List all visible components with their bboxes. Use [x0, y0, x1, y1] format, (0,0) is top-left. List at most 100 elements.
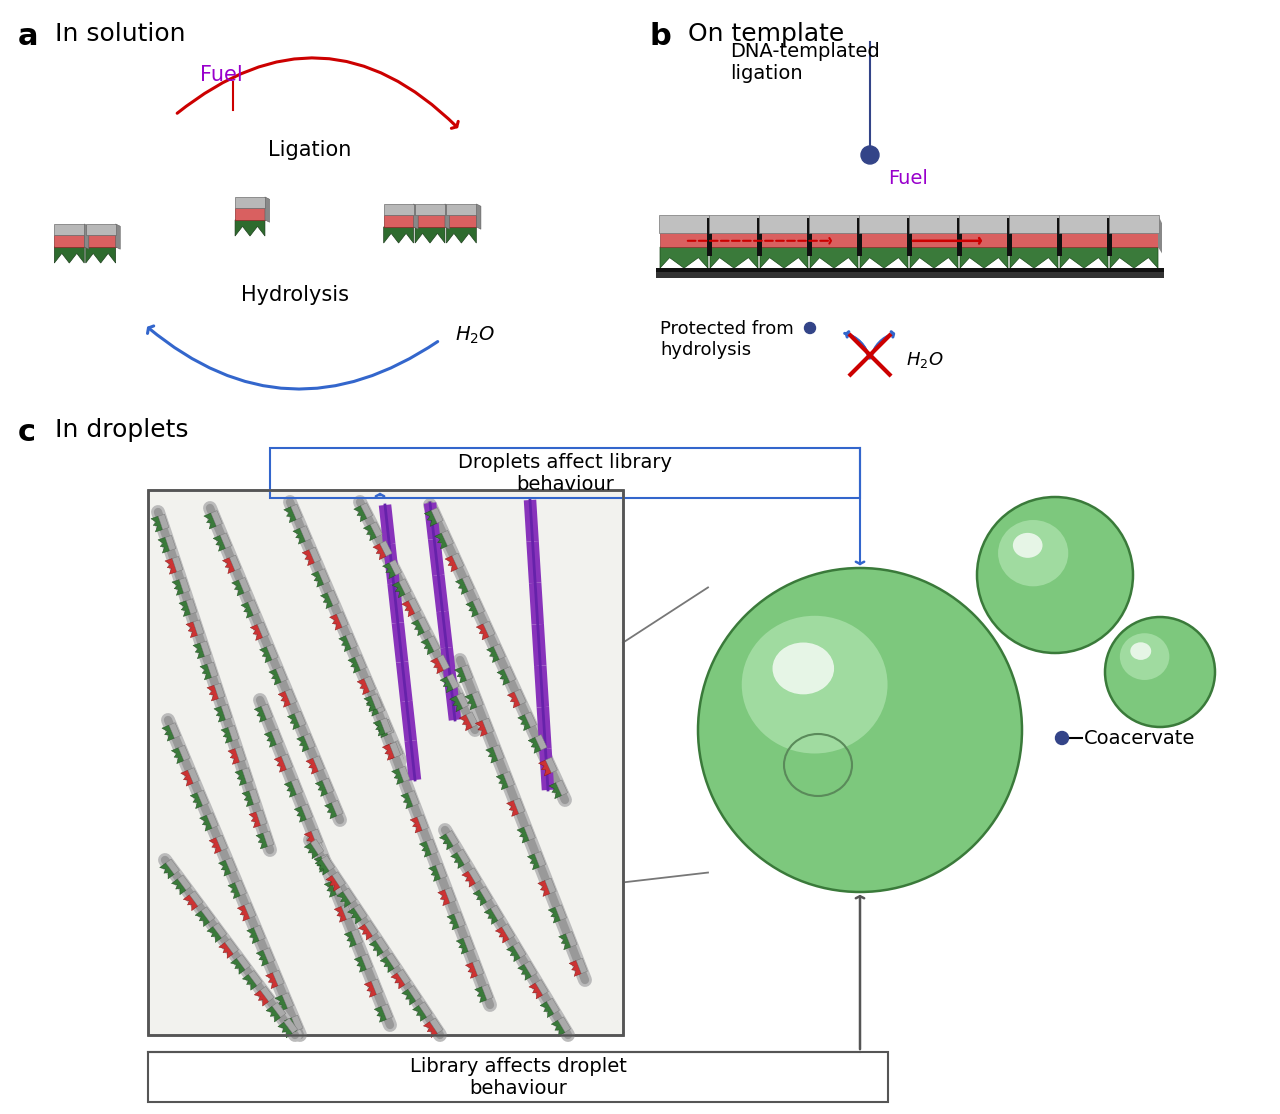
Polygon shape	[502, 924, 515, 939]
Polygon shape	[758, 215, 762, 253]
Polygon shape	[442, 530, 453, 546]
Bar	[148, 490, 623, 1035]
Polygon shape	[165, 558, 177, 574]
Polygon shape	[211, 510, 223, 526]
Polygon shape	[216, 836, 228, 851]
Polygon shape	[200, 664, 211, 680]
Polygon shape	[361, 954, 372, 969]
Polygon shape	[481, 985, 493, 1000]
Polygon shape	[529, 737, 541, 753]
Polygon shape	[497, 774, 508, 790]
Polygon shape	[273, 1003, 285, 1017]
Polygon shape	[236, 746, 246, 762]
Polygon shape	[460, 715, 472, 731]
Bar	[1060, 233, 1108, 247]
Polygon shape	[236, 208, 265, 219]
Polygon shape	[439, 834, 453, 850]
Polygon shape	[355, 905, 367, 919]
Polygon shape	[305, 843, 319, 859]
Polygon shape	[435, 534, 448, 549]
Polygon shape	[236, 880, 247, 896]
Polygon shape	[186, 622, 197, 637]
Polygon shape	[480, 887, 493, 902]
Polygon shape	[374, 720, 385, 736]
Polygon shape	[447, 204, 476, 215]
Polygon shape	[364, 676, 376, 692]
Polygon shape	[466, 602, 479, 617]
Polygon shape	[361, 502, 372, 518]
Bar	[959, 215, 1009, 233]
Polygon shape	[229, 555, 241, 570]
Bar	[1107, 217, 1112, 255]
Text: DNA-templated
ligation: DNA-templated ligation	[730, 42, 879, 84]
Polygon shape	[337, 612, 348, 627]
Polygon shape	[513, 798, 525, 813]
Polygon shape	[264, 831, 274, 847]
Polygon shape	[172, 579, 183, 595]
Polygon shape	[332, 879, 343, 895]
Polygon shape	[266, 1006, 280, 1022]
Polygon shape	[527, 853, 540, 870]
Polygon shape	[808, 215, 812, 253]
Polygon shape	[225, 858, 237, 873]
Polygon shape	[305, 831, 316, 848]
Polygon shape	[380, 540, 392, 556]
Polygon shape	[389, 742, 401, 758]
Polygon shape	[169, 723, 180, 739]
Polygon shape	[337, 891, 351, 908]
Polygon shape	[343, 888, 356, 903]
Polygon shape	[84, 224, 88, 250]
Polygon shape	[228, 882, 241, 899]
Polygon shape	[207, 662, 218, 677]
Polygon shape	[236, 770, 247, 785]
Polygon shape	[355, 655, 366, 671]
Polygon shape	[548, 907, 561, 924]
Bar	[1108, 215, 1158, 233]
Polygon shape	[507, 946, 521, 961]
Polygon shape	[237, 955, 251, 969]
Polygon shape	[342, 903, 353, 919]
Bar	[148, 490, 623, 1035]
Polygon shape	[301, 804, 312, 820]
Bar	[960, 233, 1009, 247]
Polygon shape	[540, 1001, 554, 1017]
Bar	[1059, 215, 1108, 233]
Polygon shape	[288, 714, 300, 730]
Polygon shape	[364, 525, 376, 540]
Polygon shape	[457, 693, 468, 709]
Polygon shape	[412, 1006, 426, 1022]
Polygon shape	[200, 641, 211, 656]
Polygon shape	[472, 960, 484, 976]
Polygon shape	[248, 812, 261, 828]
Polygon shape	[495, 927, 509, 944]
Polygon shape	[264, 732, 276, 747]
Polygon shape	[255, 706, 266, 722]
Polygon shape	[430, 1018, 443, 1034]
Polygon shape	[410, 818, 422, 833]
Polygon shape	[178, 874, 191, 890]
Polygon shape	[513, 942, 526, 958]
Text: In solution: In solution	[55, 22, 186, 46]
Polygon shape	[408, 598, 421, 613]
Polygon shape	[332, 800, 343, 815]
Polygon shape	[278, 692, 291, 707]
Polygon shape	[389, 559, 402, 575]
Polygon shape	[517, 828, 529, 843]
Polygon shape	[490, 905, 503, 920]
Polygon shape	[191, 793, 202, 809]
Polygon shape	[507, 692, 520, 707]
Polygon shape	[1110, 247, 1158, 268]
Polygon shape	[159, 515, 169, 529]
Polygon shape	[54, 247, 84, 263]
Polygon shape	[1108, 215, 1112, 253]
Polygon shape	[282, 754, 293, 770]
Polygon shape	[566, 931, 577, 947]
Polygon shape	[402, 989, 416, 1005]
Polygon shape	[539, 760, 552, 776]
Polygon shape	[810, 247, 858, 268]
Polygon shape	[257, 622, 269, 637]
Polygon shape	[315, 781, 328, 797]
Polygon shape	[449, 696, 463, 712]
Polygon shape	[957, 215, 963, 253]
Polygon shape	[415, 215, 445, 227]
